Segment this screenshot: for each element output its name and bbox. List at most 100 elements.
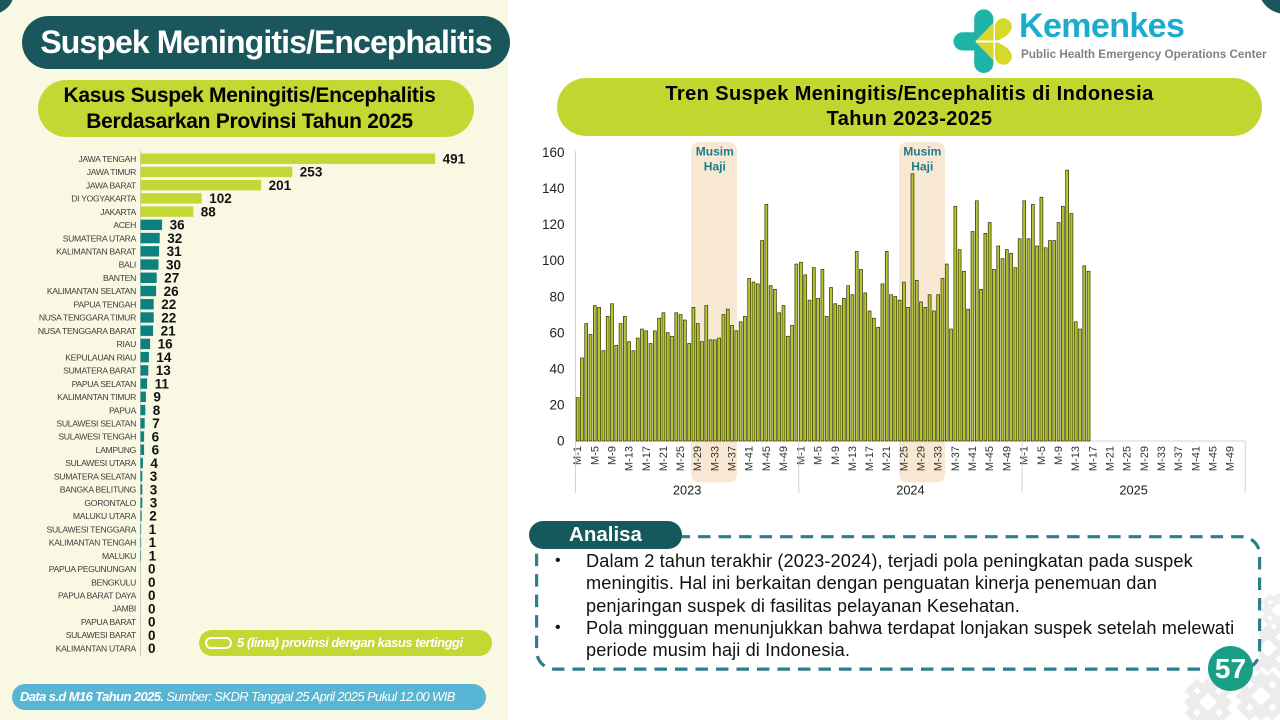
svg-text:M-45: M-45 (761, 446, 773, 471)
svg-text:0: 0 (148, 628, 156, 643)
svg-text:M-1: M-1 (572, 446, 584, 465)
svg-text:NUSA TENGGARA BARAT: NUSA TENGGARA BARAT (38, 326, 137, 336)
svg-text:KALIMANTAN TENGAH: KALIMANTAN TENGAH (49, 538, 136, 548)
svg-text:80: 80 (549, 289, 564, 304)
svg-text:253: 253 (300, 165, 323, 180)
svg-text:PAPUA SELATAN: PAPUA SELATAN (72, 379, 136, 389)
svg-text:M-17: M-17 (641, 446, 653, 471)
svg-text:SUMATERA BARAT: SUMATERA BARAT (63, 366, 137, 376)
svg-text:M-25: M-25 (675, 446, 687, 471)
svg-text:M-17: M-17 (1087, 446, 1099, 471)
svg-text:21: 21 (161, 323, 177, 338)
svg-text:3: 3 (150, 495, 158, 510)
svg-text:0: 0 (148, 641, 156, 656)
svg-text:M-49: M-49 (778, 446, 790, 471)
svg-text:M-13: M-13 (624, 446, 636, 471)
svg-text:M-13: M-13 (1070, 446, 1082, 471)
svg-text:M-45: M-45 (984, 446, 996, 471)
svg-text:M-9: M-9 (606, 446, 618, 465)
svg-text:491: 491 (443, 152, 466, 167)
svg-text:M-29: M-29 (1139, 446, 1151, 471)
svg-text:60: 60 (549, 325, 564, 340)
svg-text:M-45: M-45 (1207, 446, 1219, 471)
svg-text:M-1: M-1 (1019, 446, 1031, 465)
svg-text:MALUKU: MALUKU (102, 551, 136, 561)
svg-text:3: 3 (150, 482, 158, 497)
svg-text:16: 16 (158, 337, 174, 352)
svg-text:M-17: M-17 (864, 446, 876, 471)
svg-text:SULAWESI SELATAN: SULAWESI SELATAN (56, 419, 136, 429)
svg-text:PAPUA PEGUNUNGAN: PAPUA PEGUNUNGAN (49, 564, 136, 574)
svg-text:36: 36 (170, 218, 186, 233)
svg-text:MALUKU UTARA: MALUKU UTARA (73, 511, 137, 521)
svg-text:RIAU: RIAU (117, 339, 136, 349)
svg-text:M-25: M-25 (898, 446, 910, 471)
svg-text:M-5: M-5 (1036, 446, 1048, 465)
svg-text:M-25: M-25 (1122, 446, 1134, 471)
svg-text:M-21: M-21 (1105, 446, 1117, 471)
svg-text:M-21: M-21 (658, 446, 670, 471)
svg-text:PAPUA BARAT DAYA: PAPUA BARAT DAYA (58, 590, 137, 600)
svg-text:22: 22 (161, 297, 176, 312)
svg-text:M-1: M-1 (795, 446, 807, 465)
svg-text:Musim: Musim (903, 145, 941, 159)
svg-text:Haji: Haji (911, 160, 933, 174)
svg-text:4: 4 (150, 456, 158, 471)
svg-text:6: 6 (152, 429, 160, 444)
svg-text:0: 0 (148, 588, 156, 603)
svg-text:M-21: M-21 (881, 446, 893, 471)
svg-text:M-37: M-37 (727, 446, 739, 471)
svg-text:JAWA TENGAH: JAWA TENGAH (78, 154, 136, 164)
svg-text:M-37: M-37 (1173, 446, 1185, 471)
svg-text:M-9: M-9 (1053, 446, 1065, 465)
svg-text:SULAWESI BARAT: SULAWESI BARAT (66, 630, 137, 640)
svg-text:120: 120 (542, 217, 565, 232)
svg-text:2025: 2025 (1119, 483, 1147, 498)
svg-text:13: 13 (156, 363, 172, 378)
svg-text:JAWA BARAT: JAWA BARAT (86, 180, 137, 190)
svg-text:0: 0 (148, 601, 156, 616)
svg-text:JAKARTA: JAKARTA (100, 207, 136, 217)
svg-text:M-41: M-41 (1190, 446, 1202, 471)
svg-text:27: 27 (164, 271, 179, 286)
svg-text:SUMATERA UTARA: SUMATERA UTARA (63, 233, 137, 243)
svg-text:M-33: M-33 (1156, 446, 1168, 471)
svg-text:BANTEN: BANTEN (103, 273, 136, 283)
svg-text:M-41: M-41 (967, 446, 979, 471)
svg-text:M-5: M-5 (589, 446, 601, 465)
svg-text:M-5: M-5 (813, 446, 825, 465)
svg-text:22: 22 (161, 310, 176, 325)
svg-text:LAMPUNG: LAMPUNG (96, 445, 137, 455)
svg-text:100: 100 (542, 253, 565, 268)
svg-text:1: 1 (149, 522, 157, 537)
svg-text:PAPUA TENGAH: PAPUA TENGAH (74, 299, 137, 309)
svg-text:KALIMANTAN UTARA: KALIMANTAN UTARA (56, 643, 137, 653)
svg-text:M-29: M-29 (692, 446, 704, 471)
svg-text:M-41: M-41 (744, 446, 756, 471)
svg-text:Musim: Musim (696, 145, 734, 159)
svg-text:0: 0 (148, 575, 156, 590)
svg-text:PAPUA BARAT: PAPUA BARAT (81, 617, 137, 627)
svg-text:88: 88 (201, 204, 217, 219)
svg-text:M-33: M-33 (933, 446, 945, 471)
svg-text:0: 0 (148, 562, 156, 577)
svg-text:GORONTALO: GORONTALO (84, 498, 136, 508)
svg-text:SULAWESI TENGGARA: SULAWESI TENGGARA (47, 524, 137, 534)
svg-text:BANGKA BELITUNG: BANGKA BELITUNG (60, 485, 137, 495)
svg-text:M-33: M-33 (709, 446, 721, 471)
svg-text:14: 14 (156, 350, 172, 365)
svg-text:M-13: M-13 (847, 446, 859, 471)
svg-text:1: 1 (149, 535, 157, 550)
svg-text:SULAWESI TENGAH: SULAWESI TENGAH (58, 432, 136, 442)
svg-text:102: 102 (209, 191, 232, 206)
svg-text:31: 31 (167, 244, 183, 259)
svg-text:NUSA TENGGARA TIMUR: NUSA TENGGARA TIMUR (39, 313, 136, 323)
svg-text:201: 201 (269, 178, 292, 193)
svg-text:M-37: M-37 (950, 446, 962, 471)
svg-text:1: 1 (149, 548, 157, 563)
svg-text:9: 9 (153, 390, 161, 405)
svg-text:M-29: M-29 (916, 446, 928, 471)
svg-text:DI YOGYAKARTA: DI YOGYAKARTA (71, 194, 136, 204)
svg-text:160: 160 (542, 145, 565, 160)
svg-text:KALIMANTAN SELATAN: KALIMANTAN SELATAN (47, 286, 136, 296)
